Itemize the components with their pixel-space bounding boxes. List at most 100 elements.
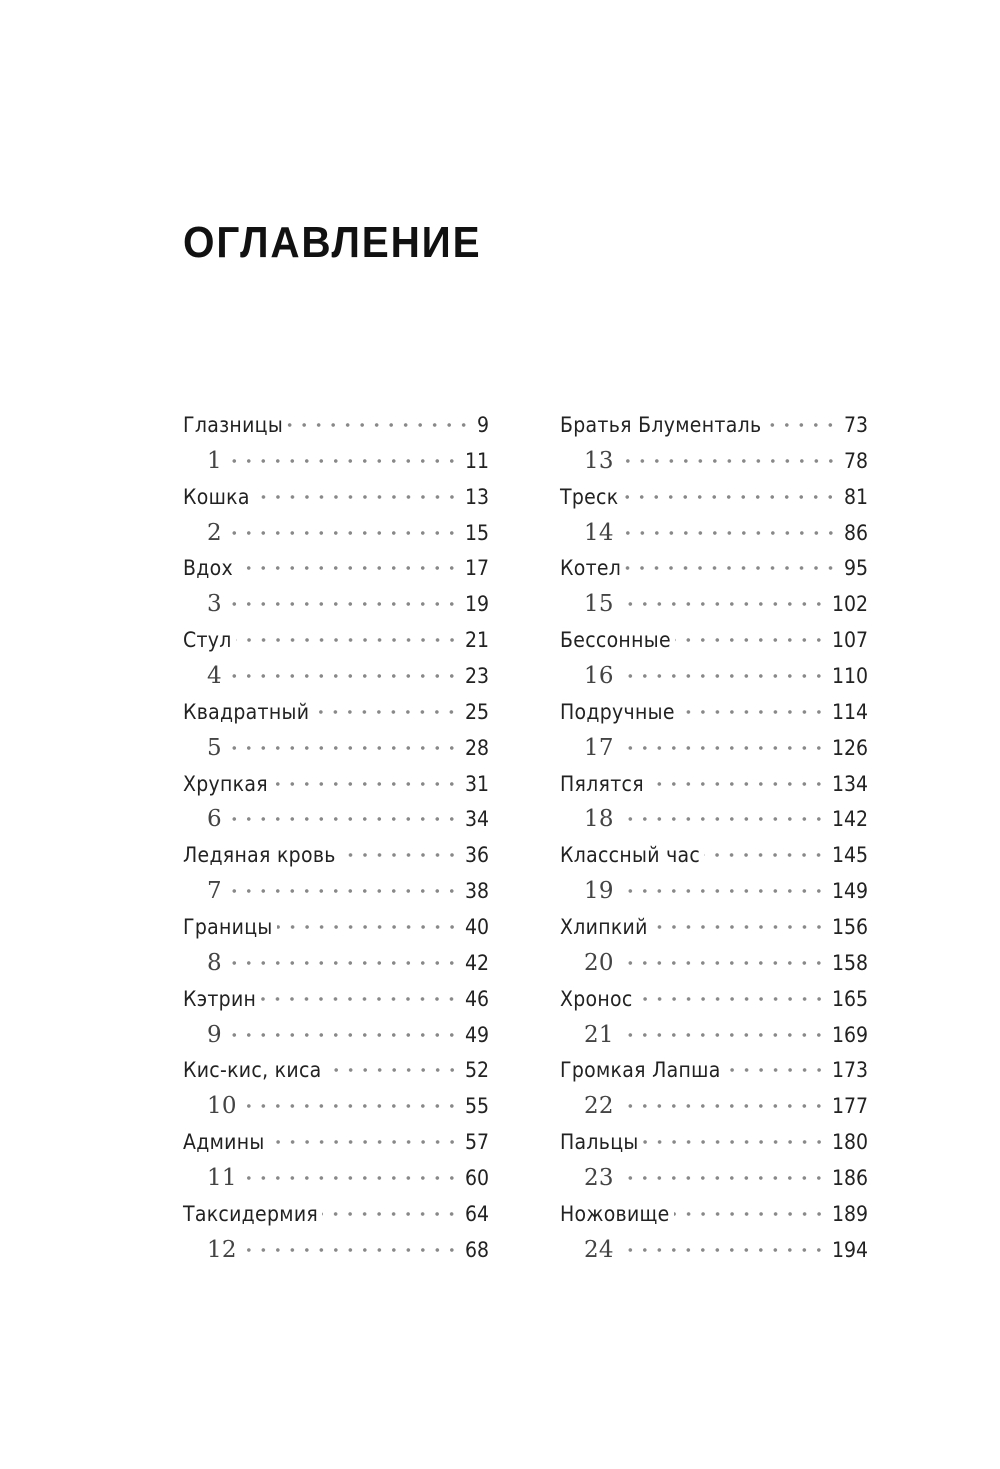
toc-entry[interactable]: 12 68 xyxy=(183,1232,489,1268)
toc-page-number: 95 xyxy=(843,556,868,581)
toc-entry[interactable]: Бессонные 107 xyxy=(560,622,868,658)
toc-entry[interactable]: Стул 21 xyxy=(183,622,489,658)
toc-entry[interactable]: Пальцы 180 xyxy=(560,1124,868,1160)
toc-entry[interactable]: Классный час 145 xyxy=(560,837,868,873)
toc-entry[interactable]: Кошка 13 xyxy=(183,479,489,515)
toc-entry[interactable]: Подручные 114 xyxy=(560,694,868,730)
toc-entry-label: 24 xyxy=(584,1236,614,1263)
toc-entry[interactable]: 16 110 xyxy=(560,658,868,694)
toc-page-number: 68 xyxy=(464,1237,489,1262)
toc-entry-label: 19 xyxy=(584,878,614,905)
toc-page-number: 107 xyxy=(831,628,868,653)
toc-entry[interactable]: Квадратный 25 xyxy=(183,694,489,730)
toc-entry[interactable]: 10 55 xyxy=(183,1088,489,1124)
toc-entry[interactable]: Кэтрин 46 xyxy=(183,981,489,1017)
toc-page-number: 25 xyxy=(464,699,489,724)
toc-entry-label: Кис-кис, киса xyxy=(183,1058,322,1083)
toc-page-number: 149 xyxy=(831,879,868,904)
dot-leader xyxy=(704,852,826,859)
toc-entry[interactable]: 5 28 xyxy=(183,730,489,766)
dot-leader xyxy=(225,816,459,823)
toc-entry[interactable]: Таксидермия 64 xyxy=(183,1196,489,1232)
toc-entry[interactable]: 22 177 xyxy=(560,1088,868,1124)
toc-entry[interactable]: Громкая Лапша 173 xyxy=(560,1052,868,1088)
toc-entry-label: Хронос xyxy=(560,986,633,1011)
toc-entry[interactable]: Котел 95 xyxy=(560,550,868,586)
dot-leader xyxy=(617,959,826,966)
toc-entry-label: Кэтрин xyxy=(183,986,257,1011)
toc-entry[interactable]: Ножовище 189 xyxy=(560,1196,868,1232)
toc-entry[interactable]: Вдох 17 xyxy=(183,550,489,586)
toc-entry[interactable]: 14 86 xyxy=(560,515,868,551)
toc-entry[interactable]: 3 19 xyxy=(183,586,489,622)
toc-entry[interactable]: 18 142 xyxy=(560,801,868,837)
toc-entry[interactable]: Братья Блументаль 73 xyxy=(560,407,868,443)
toc-entry-label: 13 xyxy=(584,447,614,474)
toc-entry-label: 3 xyxy=(207,591,222,618)
toc-entry[interactable]: Хрупкая 31 xyxy=(183,766,489,802)
toc-entry[interactable]: 15 102 xyxy=(560,586,868,622)
toc-entry-label: Котел xyxy=(560,556,622,581)
toc-entry[interactable]: 9 49 xyxy=(183,1017,489,1053)
toc-page-number: 23 xyxy=(464,663,489,688)
toc-entry-label: 20 xyxy=(584,949,614,976)
toc-entry-label: 22 xyxy=(584,1093,614,1120)
toc-entry[interactable]: Ледяная кровь 36 xyxy=(183,837,489,873)
dot-leader xyxy=(225,601,459,608)
toc-entry[interactable]: 6 34 xyxy=(183,801,489,837)
toc-entry-label: Квадратный xyxy=(183,699,310,724)
toc-entry[interactable]: 7 38 xyxy=(183,873,489,909)
toc-page-number: 158 xyxy=(831,950,868,975)
toc-entry[interactable]: 23 186 xyxy=(560,1160,868,1196)
toc-entry[interactable]: 2 15 xyxy=(183,515,489,551)
toc-page-number: 134 xyxy=(831,771,868,796)
dot-leader xyxy=(325,1067,459,1074)
toc-entry-label: 21 xyxy=(584,1021,614,1048)
toc-entry[interactable]: 19 149 xyxy=(560,873,868,909)
toc-entry[interactable]: 4 23 xyxy=(183,658,489,694)
dot-leader xyxy=(642,1139,826,1146)
toc-entry[interactable]: Админы 57 xyxy=(183,1124,489,1160)
dot-leader xyxy=(651,923,826,930)
toc-entry[interactable]: 21 169 xyxy=(560,1017,868,1053)
toc-entry[interactable]: Кис-кис, киса 52 xyxy=(183,1052,489,1088)
toc-page-number: 73 xyxy=(843,412,868,437)
toc-entry-label: 2 xyxy=(207,519,222,546)
dot-leader xyxy=(636,995,826,1002)
toc-entry[interactable]: 1 11 xyxy=(183,443,489,479)
toc-entry-label: Пялятся xyxy=(560,771,644,796)
dot-leader xyxy=(617,1103,826,1110)
toc-page-number: 165 xyxy=(831,986,868,1011)
dot-leader xyxy=(617,457,838,464)
toc-page-number: 19 xyxy=(464,592,489,617)
dot-leader xyxy=(276,923,459,930)
toc-entry[interactable]: Треск 81 xyxy=(560,479,868,515)
toc-entry[interactable]: 17 126 xyxy=(560,730,868,766)
toc-page-number: 169 xyxy=(831,1022,868,1047)
toc-entry[interactable]: 13 78 xyxy=(560,443,868,479)
toc-entry[interactable]: 20 158 xyxy=(560,945,868,981)
toc-entry[interactable]: 24 194 xyxy=(560,1232,868,1268)
dot-leader xyxy=(235,637,459,644)
toc-page-number: 49 xyxy=(464,1022,489,1047)
dot-leader xyxy=(253,493,459,500)
dot-leader xyxy=(271,780,459,787)
toc-page-number: 9 xyxy=(476,412,489,437)
toc-entry[interactable]: Хлипкий 156 xyxy=(560,909,868,945)
toc-entry[interactable]: Границы 40 xyxy=(183,909,489,945)
toc-page-number: 173 xyxy=(831,1058,868,1083)
toc-entry-label: 10 xyxy=(207,1093,237,1120)
toc-page-number: 145 xyxy=(831,843,868,868)
dot-leader xyxy=(313,708,459,715)
toc-entry-label: Классный час xyxy=(560,843,701,868)
toc-entry[interactable]: Глазницы 9 xyxy=(183,407,489,443)
toc-entry-label: Админы xyxy=(183,1130,265,1155)
toc-entry[interactable]: 8 42 xyxy=(183,945,489,981)
toc-entry[interactable]: Хронос 165 xyxy=(560,981,868,1017)
dot-leader xyxy=(617,1246,826,1253)
page-title: ОГЛАВЛЕНИЕ xyxy=(183,218,482,267)
toc-entry[interactable]: 11 60 xyxy=(183,1160,489,1196)
toc-page-number: 110 xyxy=(831,663,868,688)
toc-entry[interactable]: Пялятся 134 xyxy=(560,766,868,802)
toc-entry-label: 15 xyxy=(584,591,614,618)
